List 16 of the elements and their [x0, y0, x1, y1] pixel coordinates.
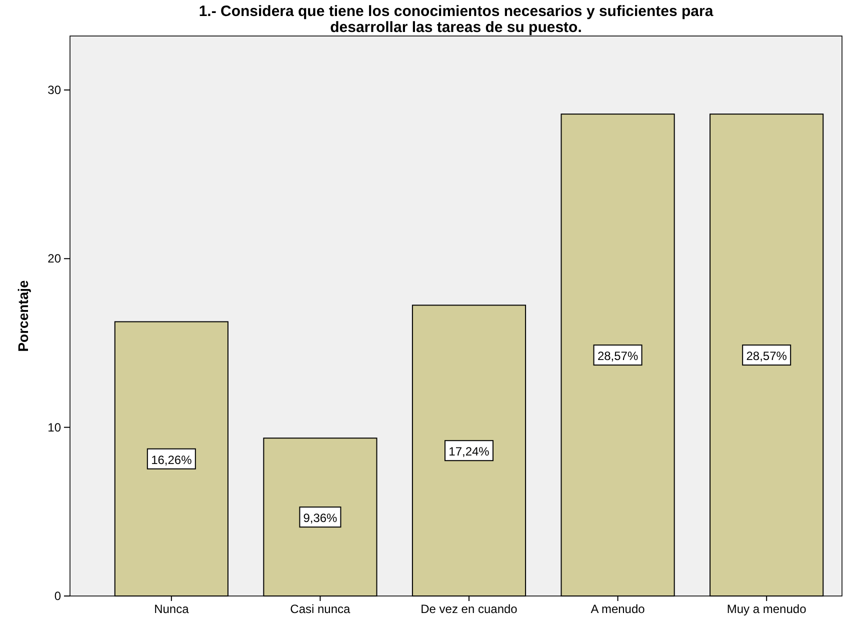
y-tick-label: 20 — [48, 252, 62, 266]
data-label: 28,57% — [746, 349, 788, 364]
x-tick-label: Nunca — [154, 602, 190, 616]
y-tick-label: 30 — [48, 82, 62, 97]
y-tick-label: 0 — [54, 589, 62, 603]
x-tick-label: Muy a menudo — [726, 602, 807, 616]
data-label: 17,24% — [448, 444, 490, 459]
y-tick-label: 10 — [48, 420, 62, 434]
x-tick-label: De vez en cuando — [420, 602, 518, 616]
chart-title: 1.- Considera que tiene los conocimientos necesarios y suficientes para desarrollar las tareas de su puesto. — [198, 3, 714, 36]
data-label: 16,26% — [151, 452, 192, 467]
data-label: 28,57% — [597, 349, 638, 364]
x-tick-label: A menudo — [590, 602, 646, 616]
x-tick-label: Casi nunca — [290, 602, 351, 616]
y-axis-title: Porcentaje — [15, 280, 31, 352]
data-label: 9,36% — [303, 511, 338, 526]
